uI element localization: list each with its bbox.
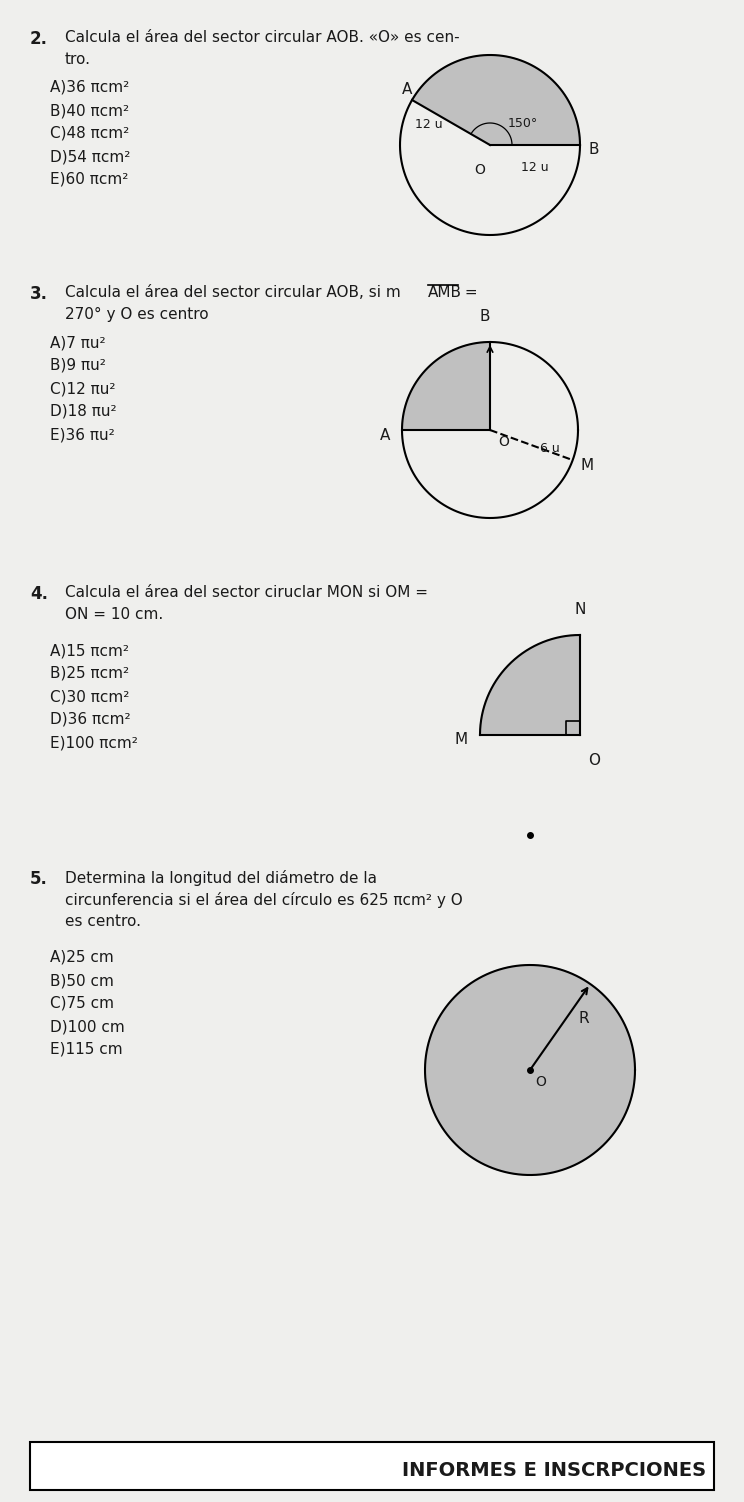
Text: circunferencia si el área del círculo es 625 πcm² y O: circunferencia si el área del círculo es… xyxy=(65,892,463,909)
Text: 2.: 2. xyxy=(30,30,48,48)
Text: 3.: 3. xyxy=(30,285,48,303)
Text: B)40 πcm²: B)40 πcm² xyxy=(50,104,129,119)
Polygon shape xyxy=(480,635,580,734)
Text: A)36 πcm²: A)36 πcm² xyxy=(50,80,129,95)
Text: B: B xyxy=(480,309,490,324)
Text: 270° y O es centro: 270° y O es centro xyxy=(65,306,208,321)
Text: 150°: 150° xyxy=(508,117,538,131)
Text: E)60 πcm²: E)60 πcm² xyxy=(50,173,129,188)
Text: =: = xyxy=(460,285,478,300)
Text: A)25 cm: A)25 cm xyxy=(50,949,114,964)
Text: AMB: AMB xyxy=(428,285,462,300)
Text: Calcula el área del sector circular AOB. «O» es cen-: Calcula el área del sector circular AOB.… xyxy=(65,30,460,45)
Text: 12 u: 12 u xyxy=(415,119,443,131)
Text: es centro.: es centro. xyxy=(65,915,141,930)
Text: D)54 πcm²: D)54 πcm² xyxy=(50,149,130,164)
Text: Calcula el área del sector ciruclar MON si OM =: Calcula el área del sector ciruclar MON … xyxy=(65,584,428,599)
Text: ON = 10 cm.: ON = 10 cm. xyxy=(65,607,163,622)
Text: 5.: 5. xyxy=(30,870,48,888)
Text: O: O xyxy=(588,753,600,768)
Bar xyxy=(30,1442,714,1490)
Text: R: R xyxy=(578,1011,589,1026)
Text: O: O xyxy=(498,436,509,449)
Text: E)36 πu²: E)36 πu² xyxy=(50,427,115,442)
Text: C)12 πu²: C)12 πu² xyxy=(50,382,115,397)
Text: 12 u: 12 u xyxy=(522,161,549,174)
Polygon shape xyxy=(402,342,490,430)
Text: D)18 πu²: D)18 πu² xyxy=(50,404,117,419)
Polygon shape xyxy=(425,964,635,1175)
Text: E)115 cm: E)115 cm xyxy=(50,1042,123,1057)
Text: 6 u: 6 u xyxy=(540,442,560,455)
Text: O: O xyxy=(474,164,485,177)
Text: C)75 cm: C)75 cm xyxy=(50,996,114,1011)
Text: A)7 πu²: A)7 πu² xyxy=(50,335,106,350)
Text: C)30 πcm²: C)30 πcm² xyxy=(50,689,129,704)
Text: B)50 cm: B)50 cm xyxy=(50,973,114,988)
Text: N: N xyxy=(574,602,586,617)
Text: B)25 πcm²: B)25 πcm² xyxy=(50,665,129,680)
Text: M: M xyxy=(581,458,594,473)
Text: Calcula el área del sector circular AOB, si m: Calcula el área del sector circular AOB,… xyxy=(65,285,401,300)
Text: tro.: tro. xyxy=(65,53,91,68)
Text: D)100 cm: D)100 cm xyxy=(50,1018,125,1033)
Text: A)15 πcm²: A)15 πcm² xyxy=(50,643,129,658)
Text: E)100 πcm²: E)100 πcm² xyxy=(50,734,138,749)
Text: A: A xyxy=(379,428,390,443)
Text: A: A xyxy=(402,83,412,98)
Text: B: B xyxy=(588,143,598,158)
Text: 4.: 4. xyxy=(30,584,48,602)
Text: O: O xyxy=(535,1075,546,1089)
Text: M: M xyxy=(455,733,468,748)
Text: D)36 πcm²: D)36 πcm² xyxy=(50,712,131,727)
Text: INFORMES E INSCRPCIONES: INFORMES E INSCRPCIONES xyxy=(402,1460,706,1479)
Text: Determina la longitud del diámetro de la: Determina la longitud del diámetro de la xyxy=(65,870,377,886)
Text: B)9 πu²: B)9 πu² xyxy=(50,357,106,372)
Polygon shape xyxy=(412,56,580,146)
Text: C)48 πcm²: C)48 πcm² xyxy=(50,126,129,141)
